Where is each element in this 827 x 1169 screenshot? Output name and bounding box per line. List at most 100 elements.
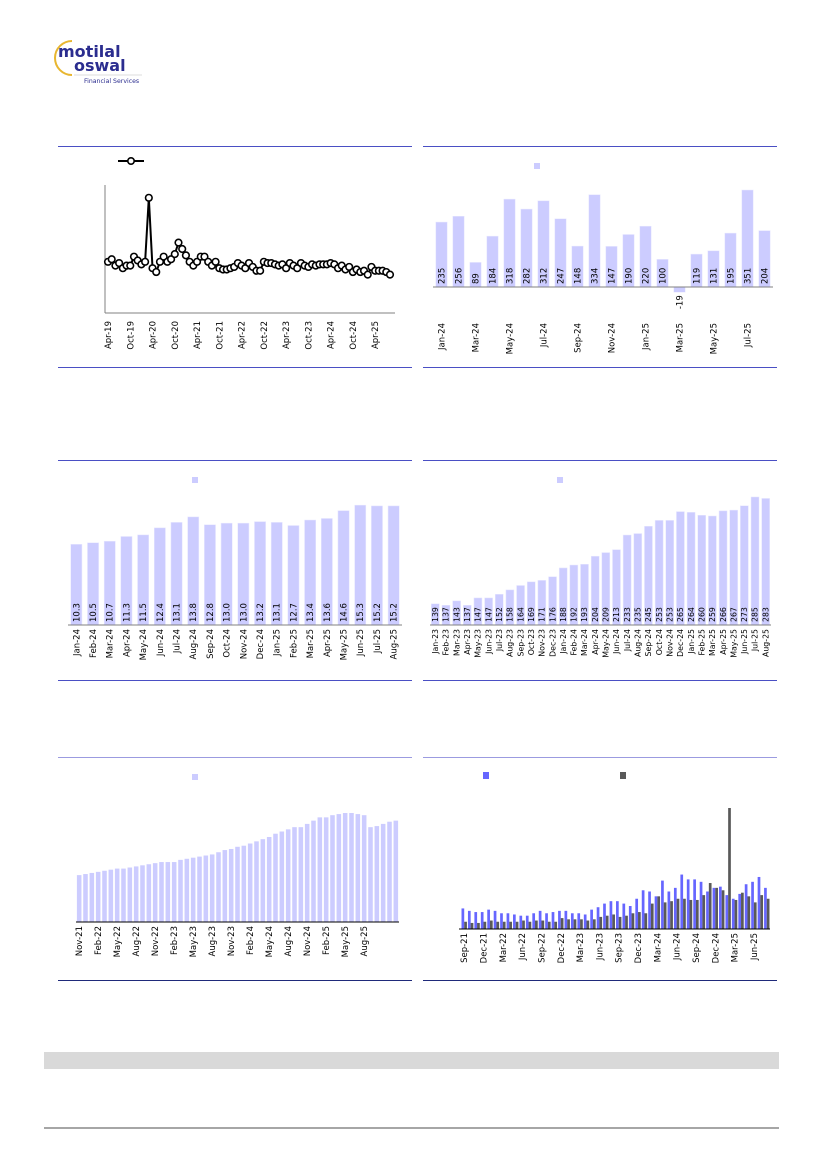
x-tick-label: Oct-20	[171, 321, 181, 350]
bar-series-2	[728, 808, 731, 929]
rule-r1-left-bottom	[58, 367, 412, 368]
data-label: 10.3	[72, 603, 82, 622]
bar	[190, 857, 196, 922]
logo-line1: motilal	[58, 42, 121, 61]
x-tick-label: Dec-21	[480, 933, 490, 963]
bar-series-1	[667, 891, 671, 929]
bar	[266, 836, 272, 922]
bar-series-2	[657, 896, 661, 929]
bar	[133, 866, 139, 922]
data-point	[363, 270, 372, 279]
bar-chart-bottom-left-svg: Nov-21 Feb-22 May-22 Aug-22 Nov-22 Feb-23 May-…	[75, 774, 399, 957]
data-label: 312	[539, 268, 549, 284]
bar	[241, 845, 247, 922]
data-label: 137	[463, 607, 472, 622]
x-tick-label: Aug-25	[360, 926, 370, 956]
data-point	[211, 257, 220, 266]
x-tick-label: Mar-23	[452, 629, 461, 656]
bar-series-2	[605, 915, 609, 929]
footer-rule	[44, 1127, 779, 1129]
bar	[317, 817, 323, 922]
bar-series-2	[741, 892, 744, 929]
x-tick-label: Jan-24	[72, 629, 82, 657]
line-chart-svg: Apr-19 Oct-19 Apr-20 Oct-20 Apr-21 Oct-21 Apr-…	[103, 157, 395, 350]
data-label: 158	[506, 607, 515, 622]
data-label: 260	[697, 607, 706, 622]
bar-series-2	[580, 919, 583, 929]
x-tick-label: Sep-24	[692, 933, 702, 963]
bar-series-2	[618, 916, 622, 929]
rule-r3-right-bottom	[423, 980, 777, 981]
bar	[304, 823, 310, 922]
bar-series-2	[670, 901, 673, 929]
legend-swatch	[534, 163, 540, 169]
bar-series-2	[695, 899, 699, 929]
brand-logo: motilal oswal Financial Services	[52, 37, 147, 87]
x-tick-label: Jul-23	[495, 629, 504, 652]
x-tick-label: Apr-23	[463, 629, 472, 655]
data-label: 148	[573, 268, 583, 284]
data-label: 318	[505, 268, 515, 284]
bar-series-1	[744, 884, 748, 929]
bar-series-1	[699, 881, 703, 929]
x-tick-label: Sep-24	[573, 323, 583, 353]
bar-series-1	[583, 914, 587, 929]
bar-series-1	[661, 880, 664, 929]
data-label: 13.2	[256, 603, 266, 622]
bar-series-1	[577, 913, 581, 929]
rule-r2-right-bottom	[423, 680, 777, 681]
bar-series-2	[663, 902, 667, 929]
bar-series-1	[706, 891, 709, 929]
data-label: 15.2	[390, 603, 400, 622]
data-label: 351	[743, 268, 753, 284]
bar	[108, 869, 114, 922]
bar-series-1	[751, 881, 754, 929]
bar	[146, 864, 152, 922]
x-tick-label: May-25	[341, 926, 351, 957]
bar	[235, 846, 240, 922]
bar	[171, 862, 177, 922]
data-label: 265	[676, 607, 685, 622]
data-point	[174, 238, 183, 247]
data-point	[107, 255, 116, 264]
data-label: 193	[580, 607, 589, 622]
bar-series-2	[689, 899, 693, 929]
bar-chart-bottom-right: Sep-21 Dec-21 Mar-22 Jun-22 Sep-22 Dec-22 Mar-…	[423, 758, 777, 980]
legend-marker	[127, 157, 136, 166]
data-label: 147	[484, 607, 493, 622]
data-point	[385, 270, 395, 279]
bar-series-1	[609, 901, 613, 929]
x-tick-label: Mar-25	[675, 323, 685, 352]
x-tick-label: Jul-25	[743, 323, 753, 348]
legend-swatch	[192, 774, 198, 780]
bar-series-1	[538, 910, 542, 929]
x-tick-label: Jan-25	[641, 323, 651, 351]
bar	[750, 496, 760, 626]
x-tick-label: Oct-24	[223, 629, 233, 658]
bar	[83, 874, 88, 922]
x-tick-label: Mar-25	[731, 933, 741, 962]
data-point	[141, 257, 150, 266]
x-tick-label: Feb-25	[322, 926, 332, 955]
x-tick-label: Feb-22	[94, 926, 104, 955]
bar	[387, 821, 392, 922]
bar	[355, 814, 361, 922]
data-label: 89	[471, 273, 481, 284]
bar	[336, 814, 342, 922]
data-label: 147	[474, 607, 483, 622]
x-tick-label: Nov-24	[607, 323, 617, 353]
x-tick-label: Oct-23	[304, 321, 314, 350]
x-tick-label: Jul-24	[539, 323, 549, 348]
data-label: 15.3	[356, 603, 366, 622]
data-label: 13.1	[273, 603, 283, 622]
data-label: 13.1	[173, 603, 183, 622]
data-point	[178, 244, 187, 254]
x-tick-label: Nov-23	[227, 926, 237, 956]
data-label: 264	[687, 607, 696, 622]
x-tick-label: Nov-23	[538, 629, 547, 657]
x-tick-label: Aug-23	[208, 926, 218, 956]
x-tick-label: May-24	[602, 629, 611, 658]
legend-swatch	[192, 477, 198, 483]
bar	[95, 871, 101, 922]
bar-series-2	[599, 916, 603, 929]
